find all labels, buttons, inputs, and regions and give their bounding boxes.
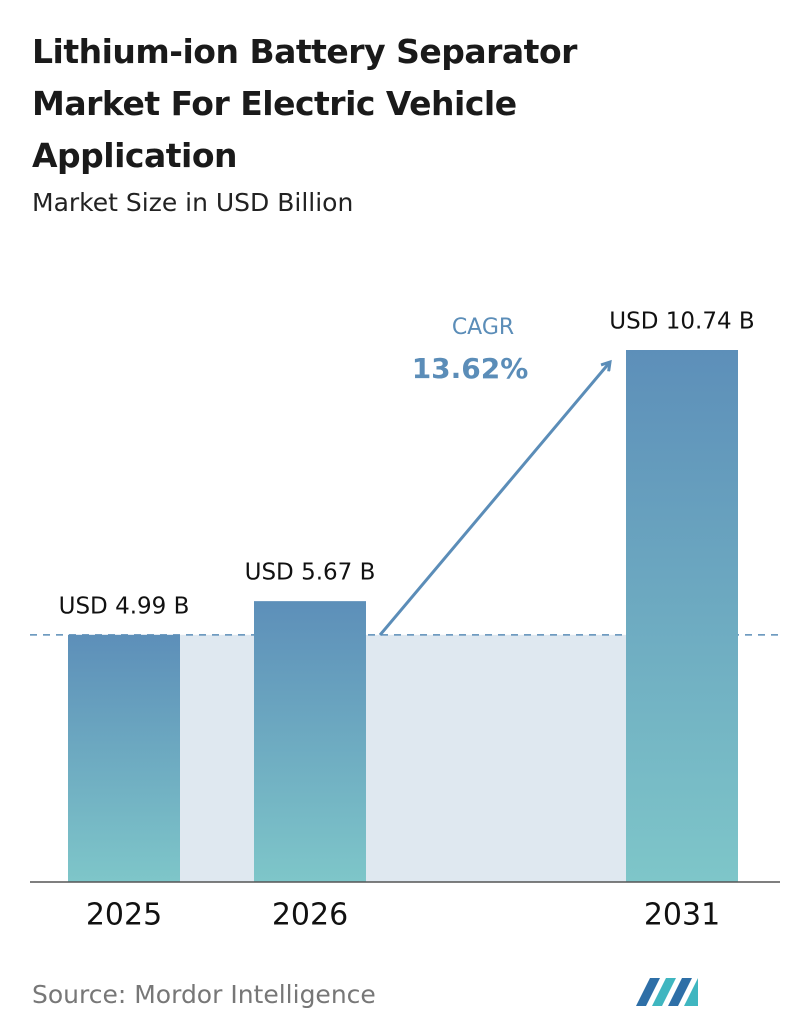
x-tick-label: 2025 [86, 898, 162, 933]
cagr-arrow [378, 362, 610, 636]
chart-title: Lithium-ion Battery Separator Market For… [32, 32, 577, 175]
source: Source: Mordor Intelligence [32, 980, 376, 1009]
bar [626, 350, 738, 882]
bar [254, 601, 366, 882]
value-label: USD 10.74 B [609, 309, 754, 335]
value-label: USD 4.99 B [59, 593, 190, 619]
value-label: USD 5.67 B [245, 560, 376, 586]
x-tick-label: 2026 [272, 898, 348, 933]
x-tick-label: 2031 [644, 898, 720, 933]
logo [636, 978, 698, 1006]
cagr-value: 13.62% [412, 352, 529, 385]
chart-subtitle: Market Size in USD Billion [32, 188, 354, 217]
cagr-label: CAGR [452, 315, 514, 340]
bar [68, 634, 180, 882]
